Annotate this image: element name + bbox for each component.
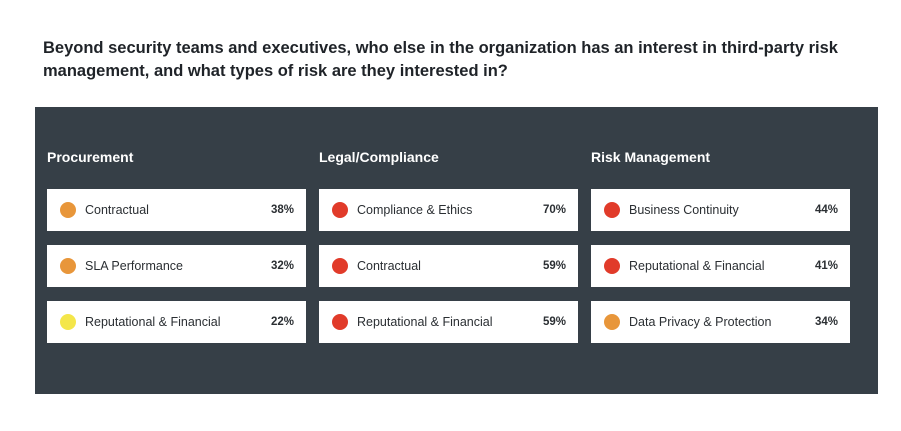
- risk-level-dot: [604, 314, 620, 330]
- column-title: Legal/Compliance: [319, 149, 439, 165]
- risk-percent: 59%: [542, 260, 566, 272]
- risk-card: Contractual 38%: [47, 189, 306, 231]
- risk-label: SLA Performance: [85, 259, 183, 273]
- risk-level-dot: [60, 202, 76, 218]
- risk-card: Reputational & Financial 59%: [319, 301, 578, 343]
- column-title: Procurement: [47, 149, 134, 165]
- risk-percent: 41%: [814, 260, 838, 272]
- risk-level-dot: [604, 258, 620, 274]
- risk-card: Reputational & Financial 22%: [47, 301, 306, 343]
- risk-label: Compliance & Ethics: [357, 203, 473, 217]
- risk-card: Contractual 59%: [319, 245, 578, 287]
- chart-title: Beyond security teams and executives, wh…: [43, 39, 838, 80]
- risk-percent: 38%: [270, 204, 294, 216]
- risk-level-dot: [60, 258, 76, 274]
- risk-panel: Procurement Contractual 38% SLA Performa…: [35, 107, 878, 394]
- risk-level-dot: [332, 202, 348, 218]
- risk-percent: 22%: [270, 316, 294, 328]
- risk-percent: 70%: [542, 204, 566, 216]
- risk-level-dot: [604, 202, 620, 218]
- risk-label: Business Continuity: [629, 203, 739, 217]
- risk-label: Data Privacy & Protection: [629, 315, 772, 329]
- risk-percent: 32%: [270, 260, 294, 272]
- risk-label: Reputational & Financial: [85, 315, 221, 329]
- risk-percent: 44%: [814, 204, 838, 216]
- risk-level-dot: [332, 314, 348, 330]
- risk-card: Data Privacy & Protection 34%: [591, 301, 850, 343]
- risk-label: Contractual: [357, 259, 421, 273]
- risk-card: Business Continuity 44%: [591, 189, 850, 231]
- risk-level-dot: [332, 258, 348, 274]
- risk-card: Compliance & Ethics 70%: [319, 189, 578, 231]
- risk-label: Reputational & Financial: [629, 259, 765, 273]
- risk-card: SLA Performance 32%: [47, 245, 306, 287]
- column-title: Risk Management: [591, 149, 711, 165]
- risk-label: Contractual: [85, 203, 149, 217]
- risk-percent: 34%: [814, 316, 838, 328]
- risk-label: Reputational & Financial: [357, 315, 493, 329]
- risk-level-dot: [60, 314, 76, 330]
- risk-percent: 59%: [542, 316, 566, 328]
- risk-card: Reputational & Financial 41%: [591, 245, 850, 287]
